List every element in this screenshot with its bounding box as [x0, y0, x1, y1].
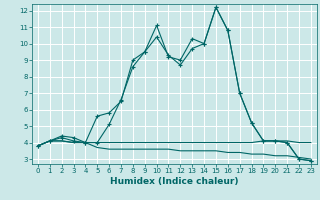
X-axis label: Humidex (Indice chaleur): Humidex (Indice chaleur)	[110, 177, 239, 186]
